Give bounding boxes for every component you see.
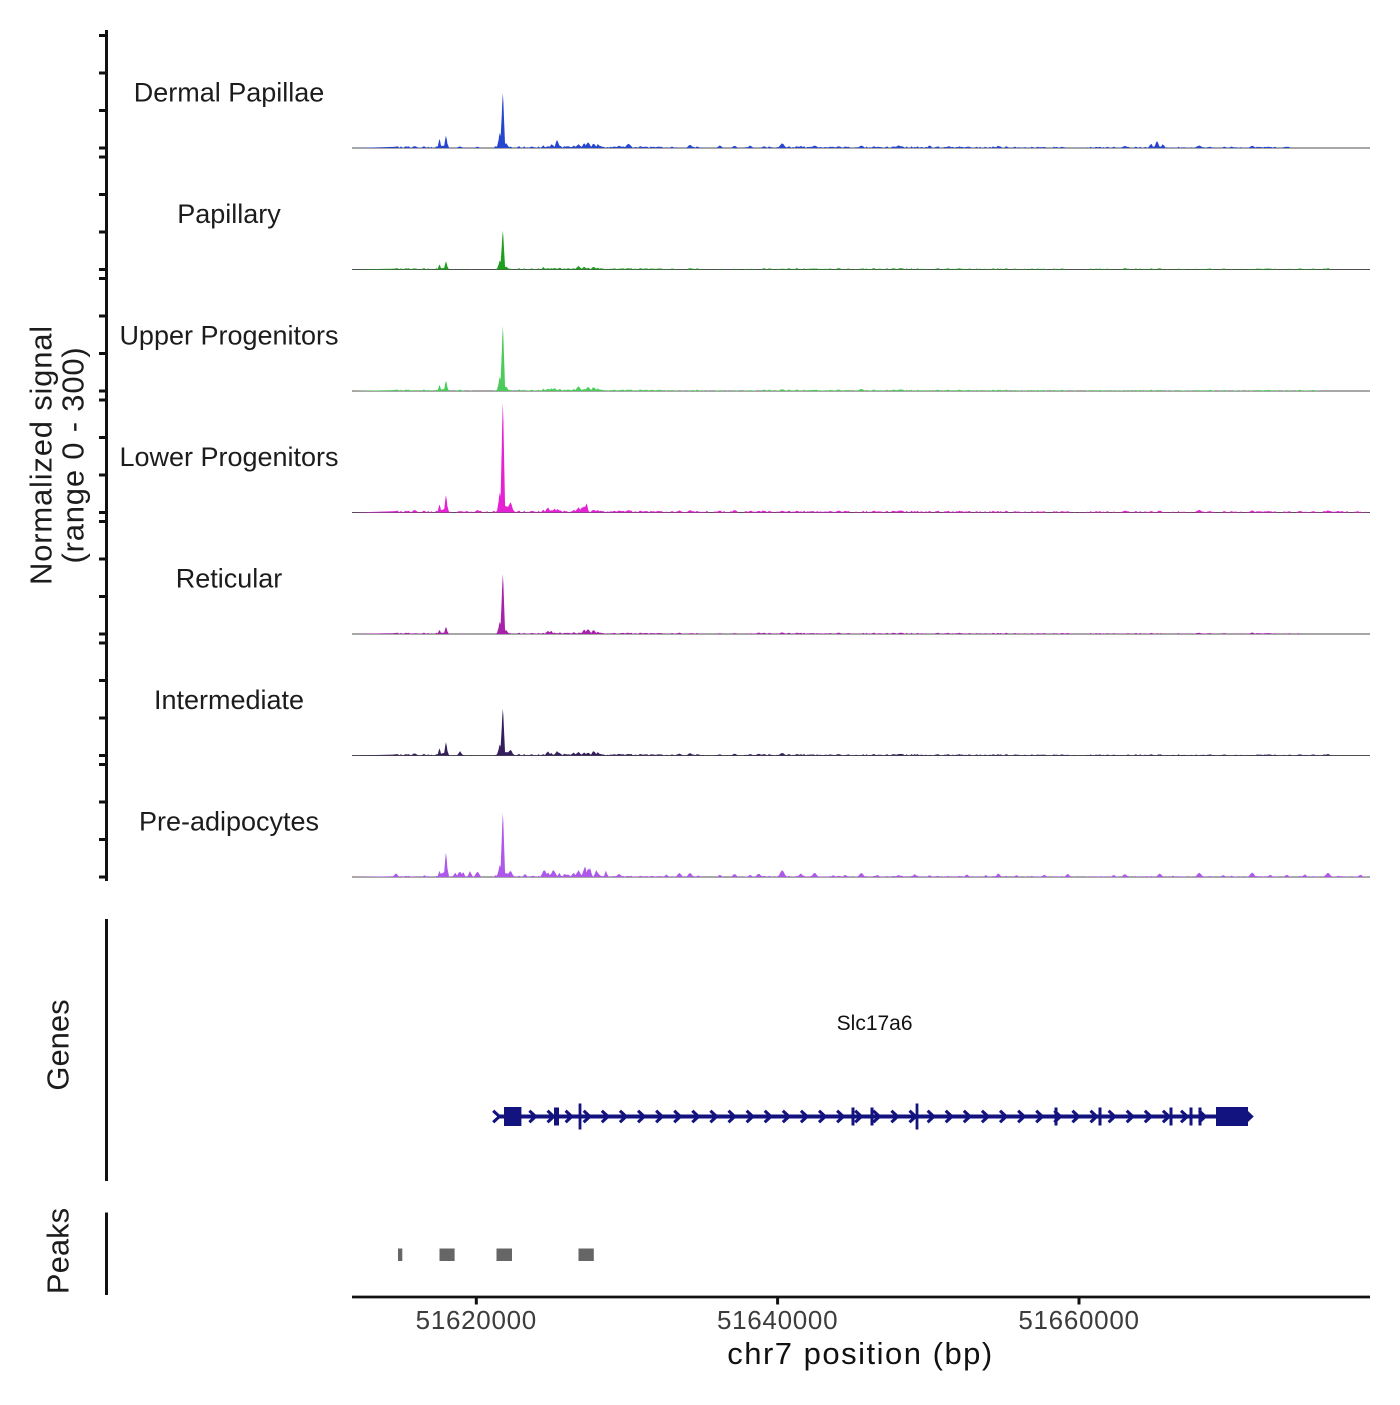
svg-text:Reticular: Reticular: [176, 564, 283, 594]
svg-text:51620000: 51620000: [416, 1305, 537, 1335]
svg-text:Normalized signal: Normalized signal: [24, 325, 59, 585]
svg-text:Upper Progenitors: Upper Progenitors: [119, 321, 338, 351]
svg-text:51660000: 51660000: [1018, 1305, 1139, 1335]
svg-text:Dermal Papillae: Dermal Papillae: [134, 78, 325, 108]
svg-text:Pre-adipocytes: Pre-adipocytes: [139, 807, 319, 837]
svg-text:Papillary: Papillary: [177, 199, 281, 229]
svg-text:51640000: 51640000: [717, 1305, 838, 1335]
svg-text:chr7 position (bp): chr7 position (bp): [727, 1336, 994, 1371]
svg-text:Peaks: Peaks: [41, 1208, 76, 1294]
svg-text:Intermediate: Intermediate: [154, 685, 304, 715]
svg-text:Slc17a6: Slc17a6: [837, 1012, 913, 1035]
svg-text:(range 0 - 300): (range 0 - 300): [56, 346, 91, 563]
svg-text:Genes: Genes: [41, 999, 76, 1090]
svg-text:Lower Progenitors: Lower Progenitors: [119, 442, 338, 472]
